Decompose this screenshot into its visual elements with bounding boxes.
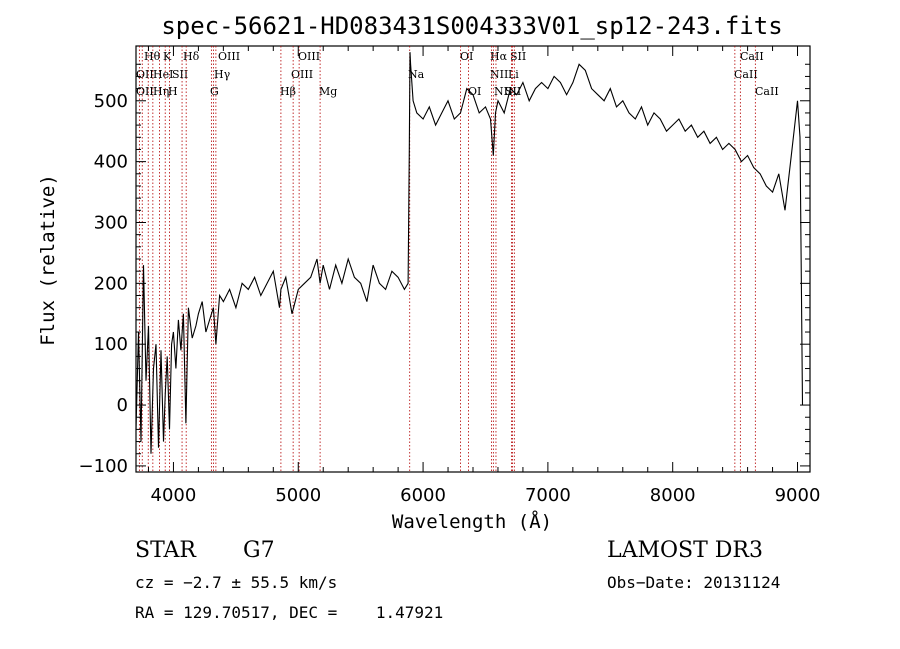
line-label: Hδ [183,50,200,63]
chart-title: spec-56621-HD083431S004333V01_sp12-243.f… [161,12,782,40]
line-label: Li [508,68,519,81]
x-tick-label: 5000 [275,485,321,506]
line-label: NII [494,85,512,98]
line-label: Hη [153,85,169,98]
coordinates: RA = 129.70517, DEC = 1.47921 [135,603,444,622]
line-label: Hθ [144,50,161,63]
line-label: OIII [298,50,320,63]
subclass: G7 [243,538,275,563]
observation-date: Obs−Date: 20131124 [607,573,781,592]
x-tick-label: 6000 [400,485,446,506]
line-label: Hβ [280,85,296,98]
line-label: OII [136,68,154,81]
line-label: NII [490,68,508,81]
line-label: G [210,85,219,98]
y-tick-label: 100 [94,334,128,355]
x-tick-label: 8000 [650,485,696,506]
x-axis-label: Wavelength (Å) [392,510,552,533]
survey-name: LAMOST DR3 [607,538,763,563]
y-tick-label: 0 [117,395,128,416]
line-label: OII [136,85,154,98]
spectrum-series [135,52,804,454]
line-label: OIII [218,50,240,63]
object-class: STAR [135,538,196,563]
line-label: Mg [319,85,337,98]
line-label: OI [468,85,481,98]
y-tick-label: 300 [94,212,128,233]
line-label: Na [408,68,425,81]
line-label: SII [172,68,188,81]
redshift-cz: cz = −2.7 ± 55.5 km/s [135,573,338,592]
y-tick-label: 200 [94,273,128,294]
line-label: CaII [755,85,779,98]
y-tick-label: −100 [79,456,128,477]
y-tick-label: 400 [94,152,128,173]
line-label: CaII [734,68,758,81]
y-tick-label: 500 [94,91,128,112]
spectrum-line [135,52,804,454]
line-label: K [163,50,172,63]
x-tick-label: 4000 [151,485,197,506]
x-tick-label: 9000 [775,485,821,506]
line-label: Hα [490,50,508,63]
line-label: SII [510,50,526,63]
line-label: Hγ [214,68,231,81]
x-tick-label: 7000 [525,485,571,506]
line-label: H [168,85,178,98]
line-label: CaII [740,50,764,63]
y-axis-label: Flux (relative) [37,174,59,346]
plot-frame [135,45,811,473]
axis-ticks: 4000 5000 6000 7000 8000 9000 −100 0 100 200 300 40… [79,46,821,506]
line-label: OI [460,50,473,63]
line-label: HeI [153,68,173,81]
line-label: OIII [291,68,313,81]
